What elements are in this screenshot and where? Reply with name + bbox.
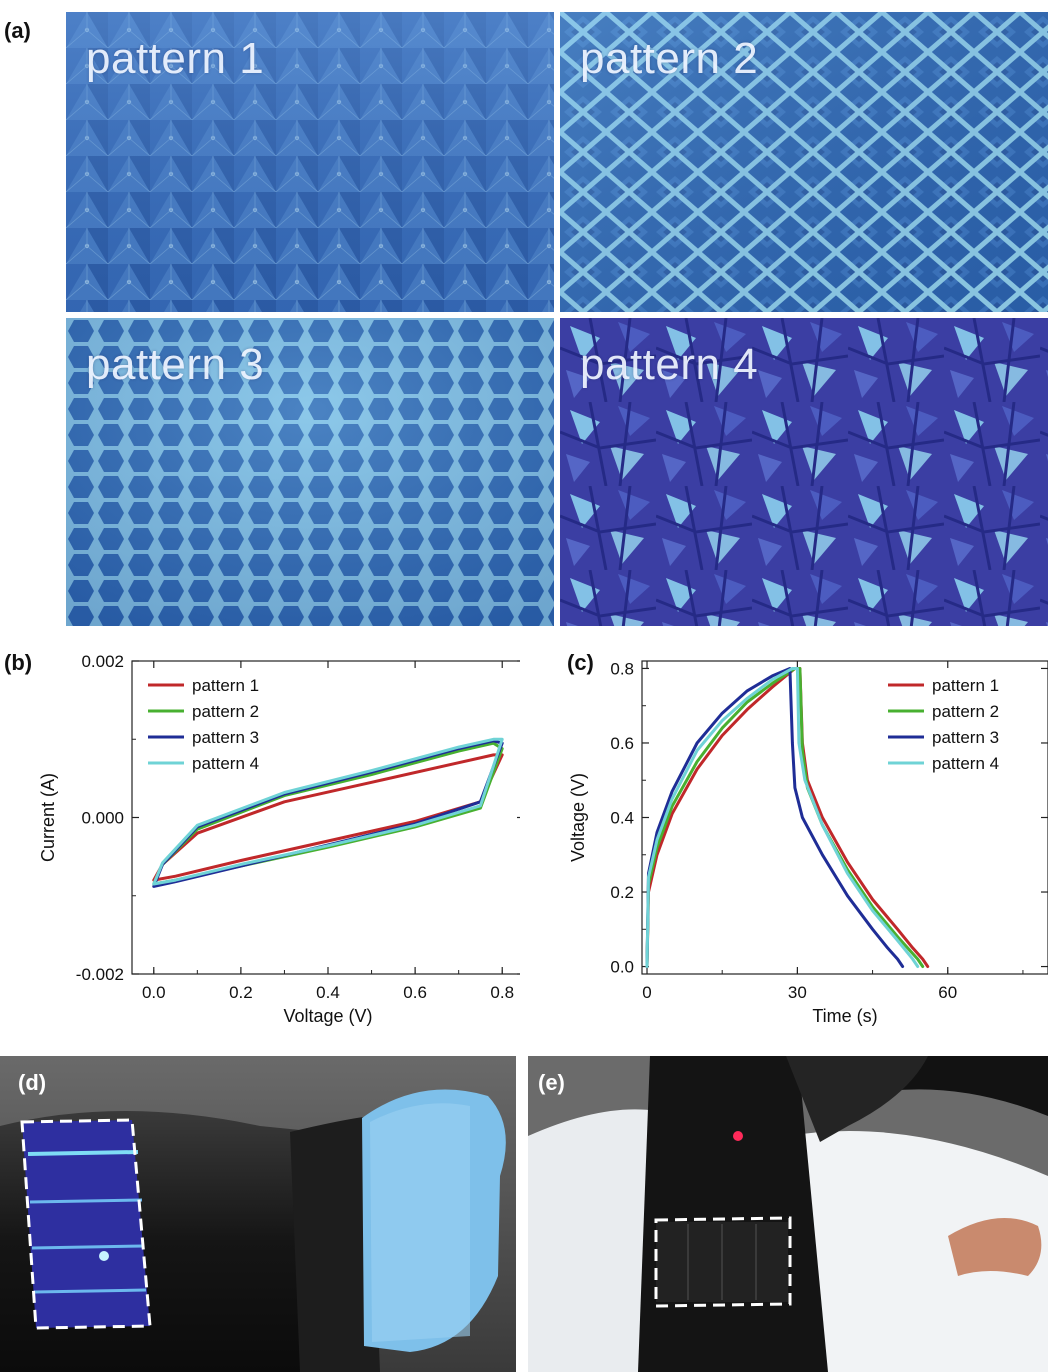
y-tick-label: 0.6 <box>610 734 634 753</box>
legend-label: pattern 2 <box>932 702 999 721</box>
legend-label: pattern 3 <box>192 728 259 747</box>
legend-label: pattern 4 <box>932 754 999 773</box>
pattern-3-texture <box>66 318 554 626</box>
panel-label-c: (c) <box>567 650 594 675</box>
x-tick-label: 0.4 <box>316 983 340 1002</box>
pattern-4-caption: pattern 4 <box>580 340 759 389</box>
photo-jacket: (e) <box>528 1056 1048 1372</box>
panel-label-e: (e) <box>538 1070 565 1095</box>
x-tick-label: 60 <box>938 983 957 1002</box>
patterned-device <box>20 1118 152 1330</box>
y-tick-label: 0.8 <box>610 659 634 678</box>
photo-sleeve: (d) <box>0 1056 516 1372</box>
legend-label: pattern 1 <box>192 676 259 695</box>
sleeve-scene <box>0 1056 516 1372</box>
legend-label: pattern 1 <box>932 676 999 695</box>
legend-label: pattern 2 <box>192 702 259 721</box>
y-tick-label: -0.002 <box>76 965 124 984</box>
legend-label: pattern 4 <box>192 754 259 773</box>
jacket-scene <box>528 1056 1048 1372</box>
panel-label-d: (d) <box>18 1070 47 1095</box>
series-line-pattern-3 <box>645 667 905 968</box>
x-tick-label: 0 <box>642 983 651 1002</box>
pattern-1-caption: pattern 1 <box>86 34 265 83</box>
x-tick-label: 30 <box>788 983 807 1002</box>
y-axis-label: Voltage (V) <box>570 773 588 862</box>
panel-label-a: (a) <box>4 18 31 43</box>
y-tick-label: 0.002 <box>81 652 124 671</box>
pattern-2-texture <box>560 12 1048 312</box>
x-tick-label: 0.2 <box>229 983 253 1002</box>
pattern-2-caption: pattern 2 <box>580 34 759 83</box>
y-tick-label: 0.000 <box>81 809 124 828</box>
series-line-pattern-4 <box>152 737 504 886</box>
cv-chart: 0.0 0.2 0.4 0.6 0.8 -0.002 0.000 0.002 Voltage (… <box>38 652 520 1026</box>
x-axis-label: Time (s) <box>812 1006 877 1026</box>
y-tick-label: 0.0 <box>610 958 634 977</box>
x-tick-label: 0.8 <box>490 983 514 1002</box>
plot-frame <box>131 660 520 975</box>
pattern-1-texture <box>66 12 554 312</box>
x-axis-label: Voltage (V) <box>283 1006 372 1026</box>
x-tick-label: 0.6 <box>403 983 427 1002</box>
legend-label: pattern 3 <box>932 728 999 747</box>
y-axis-label: Current (A) <box>38 773 58 862</box>
panel-label-b: (b) <box>4 650 33 675</box>
pattern-4-texture <box>560 318 1048 626</box>
x-tick-label: 0.0 <box>142 983 166 1002</box>
photo-pattern-4: pattern 4 <box>560 318 1048 626</box>
photo-pattern-3: pattern 3 <box>66 318 554 626</box>
y-tick-label: 0.4 <box>610 809 634 828</box>
y-tick-label: 0.2 <box>610 883 634 902</box>
photo-pattern-1: pattern 1 <box>66 12 554 312</box>
photo-pattern-2: pattern 2 <box>560 12 1048 312</box>
pattern-3-caption: pattern 3 <box>86 340 265 389</box>
gcd-chart: 0 30 60 0.0 0.2 0.4 0.6 0.8 Time (s) Voltage (V) p… <box>570 659 1048 1026</box>
series-line-pattern-4 <box>645 667 920 968</box>
device-on-jacket <box>654 1216 792 1308</box>
